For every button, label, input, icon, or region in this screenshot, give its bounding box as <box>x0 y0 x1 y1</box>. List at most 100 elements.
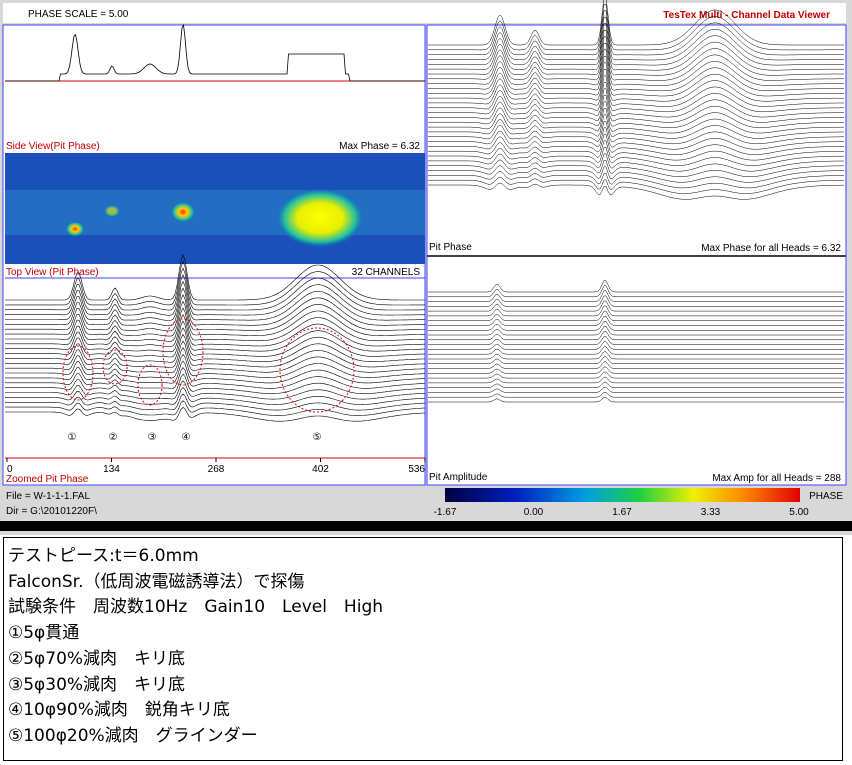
trace <box>5 400 426 416</box>
trace <box>428 49 844 86</box>
file-info <box>3 487 425 520</box>
trace <box>428 23 844 66</box>
trace <box>428 101 844 128</box>
black-band <box>0 521 852 531</box>
marker: ③ <box>148 432 157 443</box>
colorbar-tick: 1.67 <box>612 507 632 518</box>
title: TesTex Multi - Channel Data Viewer <box>663 10 830 21</box>
trace <box>428 392 844 398</box>
trace <box>5 293 425 332</box>
trace <box>428 280 844 293</box>
trace <box>428 305 844 317</box>
side-trace <box>5 23 425 82</box>
trace <box>428 16 844 61</box>
note-line: ④10φ90%減肉 鋭角キリ底 <box>8 700 230 721</box>
marker: ① <box>68 432 77 443</box>
trace <box>5 407 426 422</box>
trace <box>5 307 425 342</box>
trace <box>5 287 425 327</box>
pit-amp-label: Pit Amplitude <box>429 472 488 483</box>
trace <box>428 159 844 177</box>
trace <box>428 351 844 360</box>
note-line: ②5φ70%減肉 キリ底 <box>8 648 186 669</box>
phase-scale: PHASE SCALE = 5.00 <box>28 9 129 20</box>
trace <box>428 147 845 166</box>
marker: ④ <box>182 432 191 443</box>
trace <box>5 327 426 358</box>
top-label: Top View (Pit Phase) <box>6 267 99 278</box>
trace <box>5 333 426 363</box>
trace <box>5 260 425 306</box>
trace <box>428 95 844 123</box>
note-line: 試験条件 周波数10Hz Gain10 Level High <box>8 597 384 618</box>
trace <box>428 176 844 194</box>
trace <box>428 36 844 76</box>
top-channels: 32 CHANNELS <box>352 267 421 278</box>
trace <box>5 254 425 301</box>
trace <box>428 140 844 161</box>
trace <box>428 0 844 46</box>
trace <box>428 134 844 155</box>
marker: ⑤ <box>313 432 322 443</box>
trace <box>428 310 844 321</box>
trace <box>428 295 844 307</box>
notes: テストピース:t＝6.0mm FalconSr.（低周波電磁誘導法）で探傷 試験条件… <box>3 537 843 761</box>
pit-amp-traces <box>428 280 844 403</box>
trace <box>428 29 844 71</box>
colorbar-label: PHASE <box>809 491 843 502</box>
zoom-traces <box>5 254 426 422</box>
trace <box>428 153 844 172</box>
trace <box>428 290 844 302</box>
trace <box>428 3 844 51</box>
heat-spot <box>275 188 365 248</box>
trace <box>428 114 844 139</box>
trace <box>428 165 845 183</box>
trace <box>5 367 426 389</box>
dir-name: Dir = G:\20101220F\ <box>6 506 97 517</box>
trace <box>5 353 425 379</box>
x-tick-label: 402 <box>312 464 329 475</box>
trace <box>428 387 844 393</box>
trace <box>428 321 844 331</box>
note-line: FalconSr.（低周波電磁誘導法）で探傷 <box>8 571 305 592</box>
x-tick-label: 134 <box>103 464 120 475</box>
colorbar <box>445 488 800 502</box>
trace <box>428 127 845 150</box>
trace <box>5 380 426 400</box>
trace <box>428 326 844 336</box>
trace <box>428 336 844 345</box>
trace <box>428 55 844 92</box>
trace <box>5 313 425 347</box>
trace <box>428 371 844 379</box>
trace <box>428 366 844 374</box>
file-name: File = W-1-1-1.FAL <box>6 491 90 502</box>
trace <box>5 320 425 353</box>
trace <box>428 356 844 364</box>
x-tick-label: 0 <box>7 464 13 475</box>
note-line: ①5φ貫通 <box>8 623 80 644</box>
trace <box>428 361 844 369</box>
trace <box>5 387 426 405</box>
trace <box>428 75 844 107</box>
trace <box>428 315 844 326</box>
heat-spot <box>65 221 85 237</box>
trace <box>428 397 844 403</box>
trace <box>428 171 844 189</box>
pit-phase-label: Pit Phase <box>429 242 472 253</box>
trace <box>428 62 844 97</box>
colorbar-tick: 5.00 <box>789 507 809 518</box>
trace <box>428 341 844 350</box>
trace <box>5 373 426 394</box>
trace <box>428 10 844 56</box>
trace <box>428 300 844 312</box>
pit-amp-max: Max Amp for all Heads = 288 <box>712 473 841 484</box>
trace <box>428 82 844 113</box>
viewer: PHASE SCALE = 5.00 TesTex Multi - Channe… <box>0 0 852 535</box>
trace <box>428 346 844 355</box>
x-tick-label: 268 <box>208 464 225 475</box>
side-label: Side View(Pit Phase) <box>6 141 100 152</box>
highlight-circles <box>62 318 355 413</box>
trace <box>428 42 844 81</box>
trace <box>428 121 844 145</box>
trace <box>428 285 844 298</box>
